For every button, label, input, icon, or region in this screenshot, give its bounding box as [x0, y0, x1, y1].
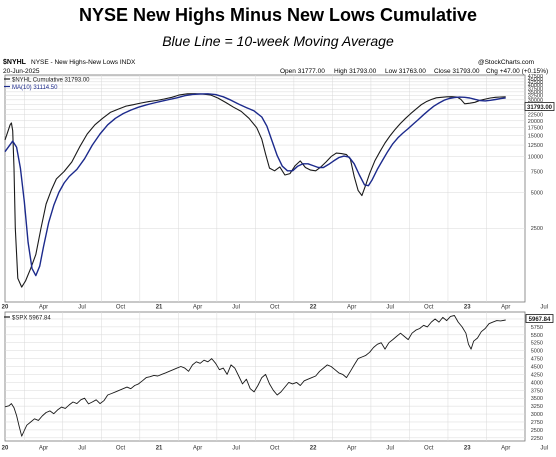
axis-labels: 20 20 Apr Apr Jul Jul Oct Oct 21 21 Apr Apr Jul Jul Oc…	[2, 74, 548, 452]
last-value-box-nyhl	[524, 102, 555, 111]
y-tick-label-top: 42500	[528, 80, 543, 86]
y-tick-label-top: 10000	[528, 155, 543, 161]
y-tick-label-top: 17500	[528, 126, 543, 132]
x-tick-label-bottom: Jul	[386, 446, 394, 452]
x-tick-label-top: Apr	[39, 305, 48, 311]
x-tick-label-top: Jul	[232, 305, 240, 311]
x-tick-label-top: 22	[310, 305, 317, 311]
y-tick-label-top: 15000	[528, 134, 543, 140]
nyhl-ma10-line	[4, 93, 506, 277]
legend-label-ma: MA(10) 31114.50	[12, 85, 58, 91]
x-tick-label-bottom: Jul	[540, 446, 548, 452]
x-tick-label-top: Oct	[424, 305, 434, 311]
date-label: 20-Jun-2025	[3, 68, 40, 75]
x-tick-label-bottom: 20	[2, 446, 9, 452]
change-label: Chg +47.00 (+0.15%)	[486, 68, 549, 75]
legend-label-nyhl: $NYHL Cumulative 31793.00	[12, 78, 90, 84]
y-tick-label-top: 20000	[528, 119, 543, 125]
close-label: Close 31793.00	[434, 68, 480, 75]
y-tick-label-bottom: 3000	[531, 412, 543, 418]
x-tick-label-top: Jul	[78, 305, 86, 311]
series-lines	[4, 93, 506, 437]
chart-title: NYSE New Highs Minus New Lows Cumulative	[78, 5, 478, 25]
high-label: High 31793.00	[334, 68, 377, 75]
y-tick-label-bottom: 5250	[531, 341, 543, 347]
x-tick-label-top: Oct	[270, 305, 280, 311]
last-value-labels: 31793.00 5967.84	[524, 102, 555, 323]
y-tick-label-top: 35000	[528, 90, 543, 96]
spx-line	[4, 315, 506, 437]
y-tick-label-bottom: 3250	[531, 404, 543, 410]
y-tick-label-top: 40000	[528, 83, 543, 89]
x-tick-label-bottom: Jul	[78, 446, 86, 452]
x-tick-label-top: Oct	[116, 305, 126, 311]
y-tick-label-bottom: 2750	[531, 420, 543, 426]
x-tick-label-bottom: Oct	[424, 446, 434, 452]
x-tick-label-top: 21	[156, 305, 163, 311]
y-tick-label-top: 12500	[528, 143, 543, 149]
y-tick-label-top: 7500	[531, 169, 543, 175]
nyhl-cumulative-line	[4, 93, 506, 288]
x-tick-label-top: Jul	[540, 305, 548, 311]
x-tick-label-bottom: Apr	[501, 446, 510, 452]
x-tick-label-top: Apr	[501, 305, 510, 311]
y-tick-label-bottom: 3750	[531, 388, 543, 394]
y-tick-label-top: 32500	[528, 94, 543, 100]
x-tick-label-bottom: 22	[310, 446, 317, 452]
x-tick-label-bottom: Oct	[116, 446, 126, 452]
last-value-box-spx	[525, 314, 554, 323]
last-value-nyhl: 31793.00	[527, 105, 553, 111]
y-tick-label-top: 30000	[528, 98, 543, 104]
spx-legend: $SPX 5967.84	[4, 316, 51, 322]
y-tick-label-top: 5000	[531, 190, 543, 196]
y-tick-label-bottom: 5750	[531, 325, 543, 331]
y-tick-label-bottom: 5500	[531, 333, 543, 339]
x-tick-label-bottom: Apr	[39, 446, 48, 452]
low-label: Low 31763.00	[385, 68, 426, 75]
x-tick-label-top: 20	[2, 305, 9, 311]
y-tick-label-bottom: 4250	[531, 372, 543, 378]
nyhl-legend: $NYHL Cumulative 31793.00 MA(10) 31114.5…	[4, 78, 90, 91]
x-tick-label-top: Jul	[386, 305, 394, 311]
symbol-label: $NYHL	[3, 59, 26, 66]
source-label: @StockCharts.com	[478, 59, 535, 66]
y-tick-label-top: 45000	[528, 77, 543, 83]
y-tick-label-bottom: 2250	[531, 436, 543, 442]
chart-subtitle: Blue Line = 10-week Moving Average	[162, 33, 394, 49]
open-label: Open 31777.00	[280, 68, 325, 75]
y-tick-label-bottom: 4000	[531, 380, 543, 386]
x-tick-label-bottom: Oct	[270, 446, 280, 452]
y-tick-label-top: 22500	[528, 113, 543, 119]
y-tick-label-top: 2500	[531, 226, 543, 232]
spx-panel-frame	[4, 311, 526, 442]
y-tick-label-bottom: 5000	[531, 349, 543, 355]
y-tick-label-bottom: 4500	[531, 365, 543, 371]
x-tick-label-bottom: 21	[156, 446, 163, 452]
x-tick-label-top: 23	[464, 305, 471, 311]
nyhl-panel-frame	[4, 74, 526, 303]
x-tick-label-bottom: Apr	[347, 446, 356, 452]
y-tick-label-bottom: 4750	[531, 357, 543, 363]
grid-lines	[5, 75, 525, 441]
x-tick-label-bottom: Apr	[193, 446, 202, 452]
y-tick-label-bottom: 3500	[531, 396, 543, 402]
symbol-description: NYSE - New Highs-New Lows INDX	[31, 59, 136, 66]
y-tick-label-top: 47500	[528, 74, 543, 80]
legend-label-spx: $SPX 5967.84	[12, 316, 51, 322]
last-value-spx: 5967.84	[529, 317, 551, 323]
x-tick-label-top: Apr	[347, 305, 356, 311]
x-tick-label-top: Apr	[193, 305, 202, 311]
y-tick-label-top: 37500	[528, 86, 543, 92]
y-tick-label-bottom: 2500	[531, 428, 543, 434]
x-tick-label-bottom: 23	[464, 446, 471, 452]
x-tick-label-bottom: Jul	[232, 446, 240, 452]
